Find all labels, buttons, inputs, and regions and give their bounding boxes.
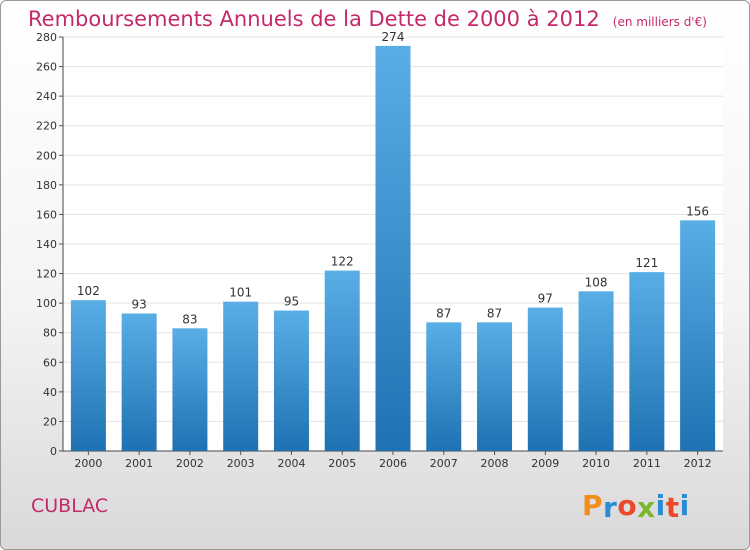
x-tick-label: 2001: [125, 457, 153, 470]
y-tick-label: 200: [36, 149, 57, 162]
x-tick-label: 2011: [633, 457, 661, 470]
x-tick-label: 2000: [74, 457, 102, 470]
bar-value-label: 97: [538, 292, 553, 306]
x-tick-label: 2009: [531, 457, 559, 470]
bar: [527, 307, 563, 451]
bar: [121, 313, 157, 451]
y-tick-label: 60: [43, 356, 57, 369]
y-tick-label: 280: [36, 31, 57, 44]
bar-value-label: 87: [487, 306, 502, 320]
bar-value-label: 121: [635, 256, 658, 270]
bar: [172, 328, 208, 451]
x-tick-label: 2008: [481, 457, 509, 470]
x-tick-label: 2004: [277, 457, 305, 470]
y-tick-label: 20: [43, 415, 57, 428]
bar-value-label: 102: [77, 284, 100, 298]
bar: [273, 310, 309, 451]
city-name: CUBLAC: [31, 495, 109, 517]
x-tick-label: 2002: [176, 457, 204, 470]
y-tick-label: 120: [36, 268, 57, 281]
x-tick-label: 2005: [328, 457, 356, 470]
bar: [324, 270, 360, 451]
bar-value-label: 274: [382, 30, 405, 44]
bar: [375, 45, 411, 451]
y-tick-label: 0: [50, 445, 57, 458]
y-tick-label: 160: [36, 208, 57, 221]
bar-value-label: 93: [132, 297, 147, 311]
bar: [70, 300, 106, 451]
x-tick-label: 2007: [430, 457, 458, 470]
bar-value-label: 156: [686, 204, 709, 218]
bar-value-label: 108: [585, 275, 608, 289]
x-tick-label: 2006: [379, 457, 407, 470]
bar: [477, 322, 513, 451]
proxiti-logo: Proxiti: [582, 489, 690, 524]
chart-title-row: Remboursements Annuels de la Dette de 20…: [28, 7, 707, 31]
bar-value-label: 101: [229, 286, 252, 300]
bar-value-label: 95: [284, 295, 299, 309]
x-tick-label: 2012: [684, 457, 712, 470]
y-tick-label: 180: [36, 179, 57, 192]
chart-title: Remboursements Annuels de la Dette de 20…: [28, 7, 600, 31]
bar: [629, 272, 665, 451]
x-tick-label: 2010: [582, 457, 610, 470]
y-tick-label: 100: [36, 297, 57, 310]
bar: [680, 220, 716, 451]
y-tick-label: 80: [43, 327, 57, 340]
chart-subtitle: (en milliers d'€): [612, 15, 707, 29]
x-tick-label: 2003: [227, 457, 255, 470]
y-tick-label: 40: [43, 386, 57, 399]
bar: [223, 301, 259, 451]
bar-value-label: 83: [182, 312, 197, 326]
y-tick-label: 220: [36, 120, 57, 133]
y-tick-label: 140: [36, 238, 57, 251]
bar: [578, 291, 614, 451]
bar-value-label: 122: [331, 255, 354, 269]
y-tick-label: 260: [36, 61, 57, 74]
bar: [426, 322, 462, 451]
bar-value-label: 87: [436, 306, 451, 320]
y-tick-label: 240: [36, 90, 57, 103]
